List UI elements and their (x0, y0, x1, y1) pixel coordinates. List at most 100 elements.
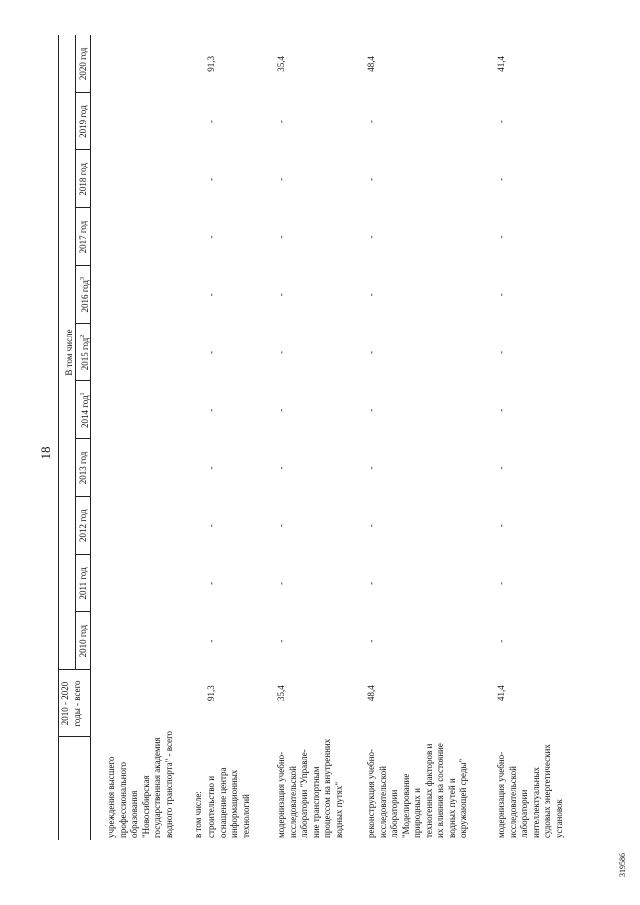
row-label: "Моделирование (400, 773, 411, 838)
rule (58, 35, 59, 840)
year-value: - (366, 466, 376, 470)
year-value: - (206, 524, 216, 528)
year-value: - (206, 177, 216, 181)
year-header: 2019 год (78, 105, 88, 138)
year-value: - (496, 120, 506, 124)
row-label: судовых энергетических (542, 744, 552, 838)
rule (75, 207, 90, 209)
year-value: - (366, 351, 376, 354)
row-total: 91,3 (206, 685, 216, 701)
year-value: - (366, 120, 376, 124)
rule (75, 264, 90, 266)
row-label: исследовательской (377, 766, 388, 838)
row-label: "Новосибирская (140, 775, 151, 838)
year-header: 2014 год1 (80, 392, 90, 429)
year-value: 35,4 (276, 56, 286, 72)
year-value: - (276, 408, 286, 412)
year-value: - (206, 120, 216, 124)
footer-code: 319586 (618, 853, 627, 877)
row-label: строительство и (206, 775, 216, 838)
year-header: 2011 год (78, 567, 88, 600)
year-header: 2010 год (78, 624, 88, 658)
year-value: - (496, 408, 506, 412)
year-value: - (366, 639, 376, 643)
year-value: - (496, 466, 506, 470)
row-label: интеллектуальных (530, 766, 541, 838)
rule (75, 438, 90, 440)
rule (75, 322, 90, 324)
year-header: 2013 год (78, 451, 88, 485)
row-label: природных и (412, 788, 422, 838)
row-total: 41,4 (496, 685, 506, 701)
rule (75, 611, 90, 613)
row-label: окружающей среды" (458, 758, 468, 838)
year-value: - (276, 293, 286, 297)
year-value: - (496, 581, 506, 585)
rule (90, 35, 91, 840)
year-value: - (206, 466, 216, 470)
rule (75, 553, 90, 555)
year-header: 2020 год (78, 47, 88, 81)
year-value: - (496, 177, 506, 181)
year-value: - (276, 466, 286, 470)
year-value: - (276, 581, 286, 585)
footnote-mark: 3 (80, 277, 86, 281)
year-header: 2016 год3 (80, 277, 90, 313)
row-label: установок (553, 799, 564, 838)
row-label: образования (129, 790, 139, 838)
year-value: - (206, 235, 216, 239)
year-value: 91,3 (206, 56, 216, 72)
rule (75, 149, 90, 151)
row-label: модернизация учебно- (276, 751, 286, 838)
total-header: 2010 - 2020 (60, 681, 70, 726)
year-value: - (366, 293, 376, 297)
year-header: 2018 год (78, 163, 88, 196)
row-label: водных путях" (333, 781, 344, 838)
footnote-mark: 1 (80, 392, 86, 396)
row-label: их влияния на состояние (435, 743, 445, 838)
row-label: государственная академия (152, 737, 162, 838)
row-label: ние транспортным (310, 766, 321, 838)
year-value: - (276, 120, 286, 124)
year-header: 2012 год (78, 509, 88, 542)
year-value: - (276, 524, 286, 528)
year-value: - (366, 177, 376, 181)
rule (75, 35, 76, 670)
year-value: - (366, 524, 376, 528)
rule (75, 495, 90, 497)
rule (58, 669, 75, 670)
year-value: - (496, 524, 506, 528)
row-label: в том числе: (193, 791, 203, 838)
year-value: - (276, 235, 286, 239)
group-header: В том числе (64, 329, 74, 376)
row-label: техногенных факторов и (423, 743, 434, 838)
row-label: модернизация учебно- (496, 751, 506, 838)
year-value: - (206, 351, 216, 354)
rule (75, 380, 90, 382)
row-label: профессионального (117, 762, 128, 838)
row-label: учреждения высшего (106, 756, 116, 838)
year-header: 2017 год (78, 220, 88, 254)
row-label: процессом на внутренних (322, 738, 332, 838)
year-value: - (276, 351, 286, 354)
page-number: 18 (38, 446, 53, 460)
row-label: лаборатории (519, 789, 529, 838)
row-label: исследовательской (507, 766, 518, 838)
row-label: технологий (240, 794, 251, 838)
year-value: - (496, 293, 506, 297)
year-header: 2015 год2 (80, 334, 90, 371)
row-label: водных путей и (446, 778, 457, 838)
year-value: - (496, 235, 506, 239)
rule (75, 669, 90, 670)
year-value: - (206, 581, 216, 585)
year-value: - (496, 351, 506, 354)
year-value: - (366, 235, 376, 239)
rule (58, 736, 90, 737)
year-value: - (276, 177, 286, 181)
year-value: - (366, 581, 376, 585)
footnote-mark: 2 (80, 334, 86, 338)
row-label: водного транспорта" - всего (163, 730, 174, 838)
row-label: лаборатории (389, 789, 399, 838)
row-label: исследовательской (287, 766, 298, 838)
